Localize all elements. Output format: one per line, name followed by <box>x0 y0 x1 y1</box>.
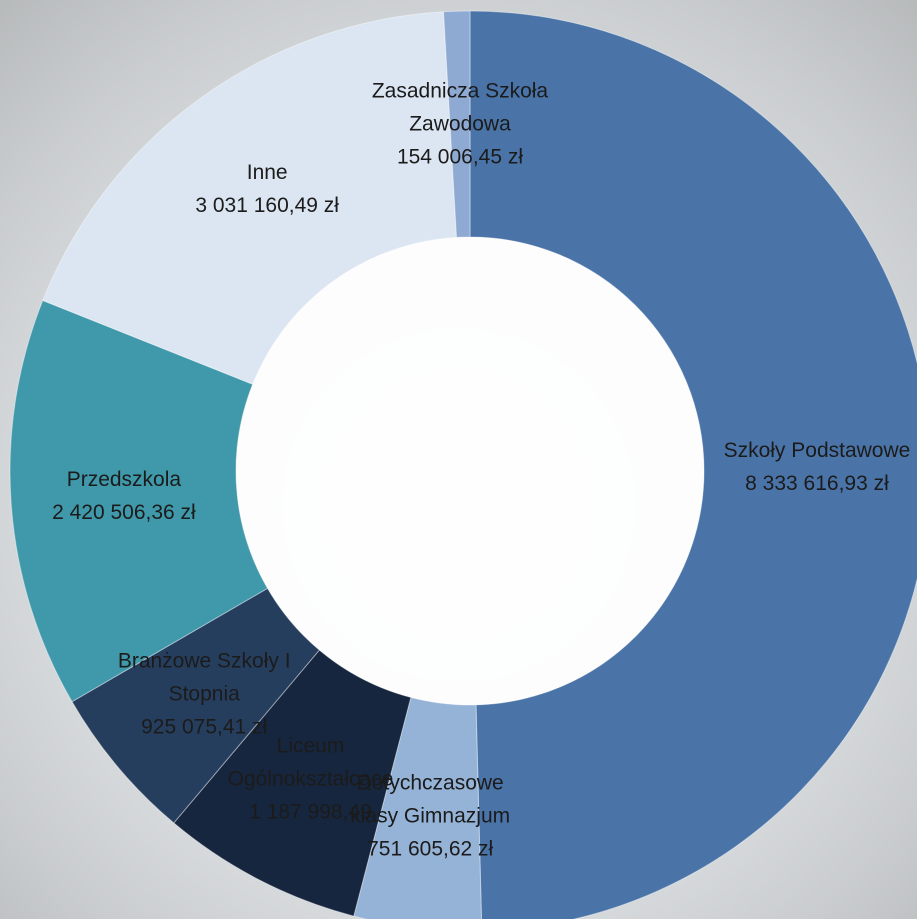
category-label: Przedszkola <box>24 463 224 496</box>
category-label: Inne <box>167 156 367 189</box>
value-label: 3 031 160,49 zł <box>167 189 367 222</box>
value-label: 2 420 506,36 zł <box>24 496 224 529</box>
donut-hole <box>236 237 704 705</box>
category-label: Zasadnicza Szkoła Zawodowa <box>360 75 560 141</box>
category-label: Branżowe Szkoły I Stopnia <box>104 645 304 711</box>
value-label: 1 187 998,49 <box>211 796 411 829</box>
value-label: 751 605,62 zł <box>330 832 530 865</box>
category-label: Szkoły Podstawowe <box>717 434 917 467</box>
value-label: 154 006,45 zł <box>360 141 560 174</box>
value-label: 925 075,41 zł <box>104 711 304 744</box>
value-label: 8 333 616,93 zł <box>717 467 917 500</box>
page: Szkoły Podstawowe8 333 616,93 złDotychcz… <box>0 0 917 919</box>
